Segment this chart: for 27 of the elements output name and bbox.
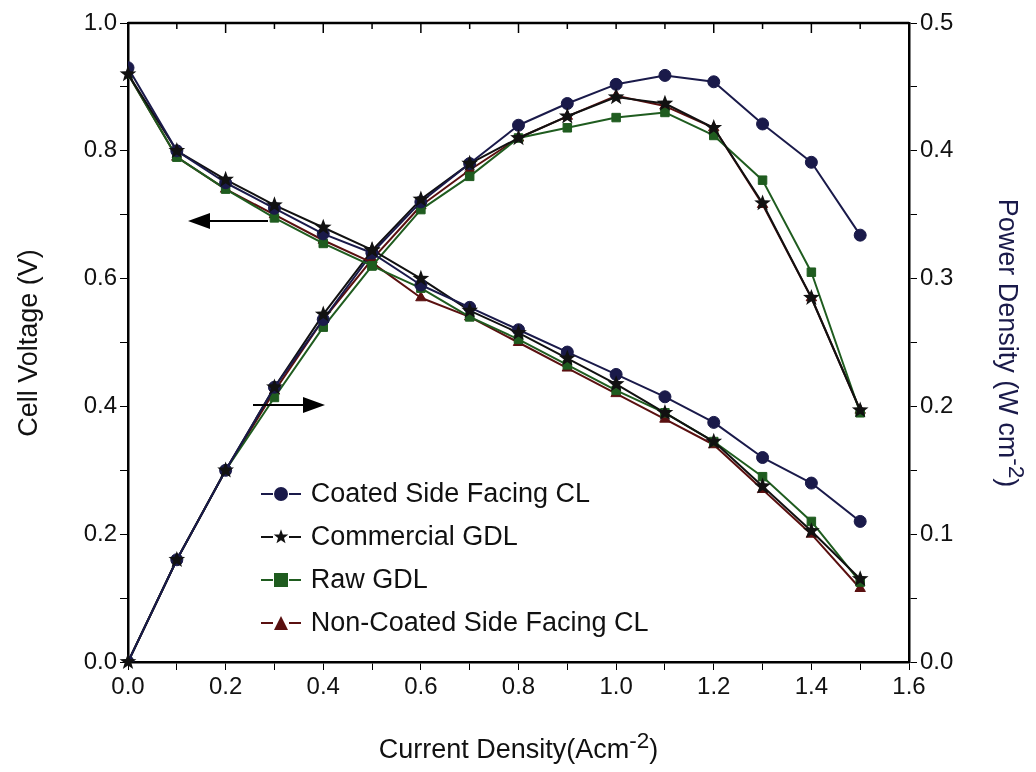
- x-tick-label: 0.2: [208, 672, 243, 700]
- y2-tick-label: 0.2: [920, 391, 954, 419]
- legend-label: Coated Side Facing CL: [310, 478, 590, 509]
- y-tick-label: 0.0: [83, 646, 117, 674]
- x-tick-label: 0.8: [501, 672, 536, 700]
- y-tick-label: 0.2: [83, 518, 117, 546]
- y2-tick-label: 0.4: [920, 135, 954, 163]
- y2-tick-label: 0.0: [920, 646, 954, 674]
- x-tick-label: 1.6: [892, 672, 926, 700]
- x-tick-label: 0.0: [111, 672, 145, 700]
- y-axis-title: Cell Voltage (V): [12, 248, 44, 437]
- y-tick-label: 1.0: [83, 7, 117, 35]
- y-tick-label: 0.6: [83, 263, 117, 291]
- x-tick-label: 1.4: [794, 672, 829, 700]
- legend-label: Raw GDL: [310, 564, 428, 595]
- x-axis-title: Current Density(Acm$^{-2}$): [377, 728, 660, 765]
- y2-tick-label: 0.3: [920, 263, 954, 291]
- x-tick-label: 1.0: [599, 672, 633, 700]
- y2-tick-label: 0.1: [920, 518, 954, 546]
- legend-label: Commercial GDL: [310, 521, 518, 552]
- legend-label: Non-Coated Side Facing CL: [310, 607, 649, 638]
- y-tick-label: 0.8: [83, 135, 117, 163]
- x-tick-label: 0.4: [306, 672, 340, 700]
- x-tick-label: 0.6: [404, 672, 438, 700]
- x-tick-label: 1.2: [697, 672, 731, 700]
- y2-tick-label: 0.5: [920, 7, 954, 35]
- y-tick-label: 0.4: [83, 391, 117, 419]
